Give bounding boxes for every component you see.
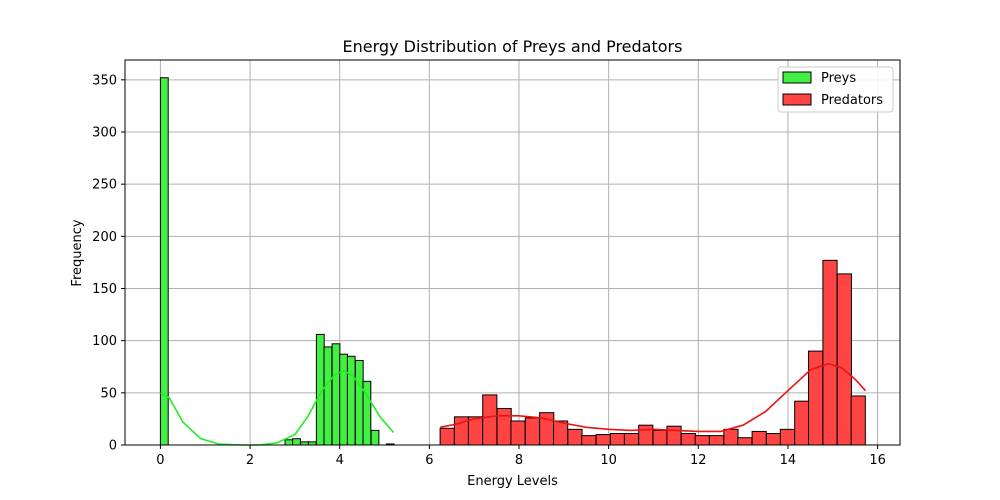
histogram-bar-predators (836, 273, 852, 446)
ticks-layer: 0 2 4 6 8 10 12 14 16 0 50 100 150 200 250 300 350 (92, 73, 886, 468)
y-tick-label: 50 (100, 386, 117, 401)
x-tick-label: 6 (425, 453, 433, 468)
histogram-bar-predators (439, 427, 455, 446)
x-tick-label: 10 (600, 453, 617, 468)
y-axis-label: Frequency (70, 219, 85, 286)
x-tick-label: 2 (246, 453, 254, 468)
plot-area-frame (124, 59, 901, 446)
histogram-bar-predators (581, 435, 597, 446)
histogram-bar-predators (482, 394, 498, 446)
histogram-bar-predators (652, 429, 668, 446)
histogram-bar-predators (623, 433, 640, 446)
histogram-bar-predators (467, 416, 484, 446)
x-axis-label: Energy Levels (467, 474, 558, 489)
kde-curve-preys (159, 370, 395, 446)
histogram-bar-predators (737, 437, 753, 446)
legend: Preys Predators (777, 66, 894, 113)
y-tick-label: 0 (109, 439, 117, 454)
histogram-bar-preys (370, 429, 380, 446)
y-tick-label: 200 (92, 230, 117, 245)
y-tick-label: 250 (92, 178, 117, 193)
histogram-bar-predators (779, 428, 796, 446)
kde-layer (159, 362, 867, 446)
x-tick-label: 4 (336, 453, 344, 468)
histogram-bar-preys (331, 343, 341, 446)
histogram-bar-preys (323, 346, 333, 446)
histogram-bar-predators (609, 433, 626, 446)
histogram-bar-predators (496, 407, 512, 446)
histogram-bar-preys (292, 438, 301, 446)
histogram-bar-predators (751, 430, 767, 446)
legend-label-preys: Preys (821, 71, 856, 86)
y-tick-label: 300 (92, 125, 117, 140)
histogram-bar-preys (284, 439, 294, 446)
histogram-bar-predators (694, 435, 710, 446)
legend-swatch-predators (782, 93, 812, 106)
histogram-bar-predators (850, 395, 866, 446)
kde-curve-predators (439, 362, 867, 433)
x-tick-label: 12 (690, 453, 707, 468)
x-tick-label: 0 (156, 453, 164, 468)
legend-label-predators: Predators (821, 93, 883, 108)
histogram-bar-predators (765, 433, 782, 446)
histogram-bar-predators (524, 417, 540, 446)
histogram-bar-predators (708, 435, 725, 446)
histogram-bar-preys (339, 353, 349, 446)
histogram-bar-predators (794, 400, 810, 446)
histogram-bar-preys (346, 355, 356, 446)
histogram-bar-predators (510, 420, 526, 446)
histogram-bar-predators (666, 425, 682, 446)
chart-title: Energy Distribution of Preys and Predato… (343, 37, 683, 56)
histogram-bar-predators (553, 420, 569, 446)
y-tick-label: 150 (92, 282, 117, 297)
histogram-bar-preys (159, 77, 169, 446)
legend-swatch-preys (782, 71, 812, 84)
histogram-bar-predators (723, 428, 739, 446)
histogram-bar-preys (354, 359, 364, 446)
x-tick-label: 8 (515, 453, 523, 468)
histogram-bar-predators (638, 424, 654, 446)
histogram-bar-predators (822, 259, 838, 446)
histogram-bar-predators (595, 434, 611, 446)
histogram-bar-predators (680, 433, 696, 446)
y-tick-label: 350 (92, 73, 117, 88)
y-tick-label: 100 (92, 334, 117, 349)
x-tick-label: 16 (869, 453, 886, 468)
histogram-bar-predators (808, 350, 824, 446)
histogram-bar-predators (567, 428, 583, 446)
x-tick-label: 14 (780, 453, 797, 468)
